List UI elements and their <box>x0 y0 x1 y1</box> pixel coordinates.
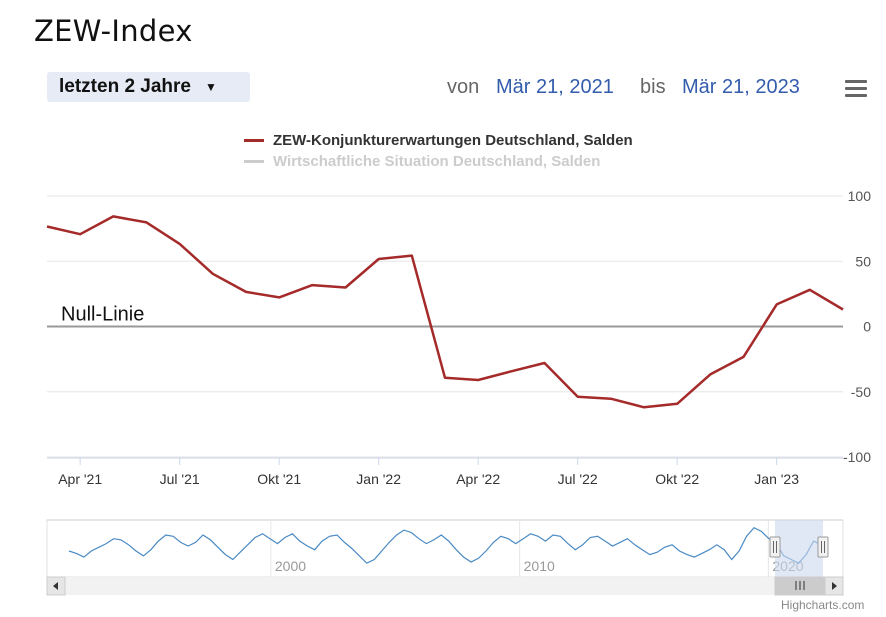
navigator-selection-mask[interactable] <box>775 520 823 577</box>
data-point[interactable] <box>177 241 183 247</box>
null-line-annotation: Null-Linie <box>61 304 144 326</box>
date-from-input[interactable]: Mär 21, 2021 <box>496 76 614 98</box>
y-tick-label: 0 <box>863 319 871 335</box>
x-tick-label: Jan '22 <box>356 471 401 487</box>
data-point[interactable] <box>575 394 581 400</box>
legend-label-series-2: Wirtschaftliche Situation Deutschland, S… <box>273 153 601 170</box>
x-tick-label: Jul '22 <box>558 471 598 487</box>
navigator-tick-label: 2010 <box>524 558 555 574</box>
data-point[interactable] <box>276 294 282 300</box>
data-point[interactable] <box>376 256 382 262</box>
legend-swatch-icon <box>244 160 264 163</box>
data-point[interactable] <box>110 213 116 219</box>
data-point[interactable] <box>508 368 514 374</box>
y-tick-label: -50 <box>851 384 871 400</box>
arrow-left-icon <box>53 582 58 590</box>
date-to-input[interactable]: Mär 21, 2023 <box>682 76 800 98</box>
series-line-zew-expectations[interactable] <box>46 215 844 409</box>
x-tick-label: Okt '21 <box>257 471 301 487</box>
data-point[interactable] <box>343 284 349 290</box>
data-point[interactable] <box>707 371 713 377</box>
data-point[interactable] <box>144 219 150 225</box>
legend-item-series-1[interactable]: ZEW-Konjunkturerwartungen Deutschland, S… <box>244 132 633 149</box>
data-point[interactable] <box>608 396 614 402</box>
data-point[interactable] <box>409 253 415 259</box>
y-tick-label: 100 <box>848 188 872 204</box>
legend-swatch-icon <box>244 139 264 142</box>
hamburger-menu-icon[interactable] <box>845 80 867 98</box>
date-from-label: von <box>447 76 480 98</box>
data-point[interactable] <box>741 354 747 360</box>
caret-down-icon: ▼ <box>205 80 217 94</box>
data-point[interactable] <box>807 287 813 293</box>
data-point[interactable] <box>77 231 83 237</box>
x-tick-label: Okt '22 <box>655 471 699 487</box>
x-tick-label: Apr '21 <box>58 471 102 487</box>
range-selector-label: letzten 2 Jahre <box>59 76 191 97</box>
x-tick-label: Apr '22 <box>456 471 500 487</box>
data-point[interactable] <box>641 404 647 410</box>
x-tick-label: Jan '23 <box>754 471 799 487</box>
data-point[interactable] <box>243 289 249 295</box>
data-point[interactable] <box>442 375 448 381</box>
date-to-label: bis <box>640 76 666 98</box>
navigator-tick-label: 2000 <box>275 558 306 574</box>
page-title: ZEW-Index <box>34 14 193 48</box>
data-point[interactable] <box>542 360 548 366</box>
scrollbar-track[interactable] <box>47 577 843 595</box>
arrow-right-icon <box>832 582 837 590</box>
navigator-series-line <box>68 526 822 564</box>
navigator-handle[interactable] <box>817 536 829 558</box>
data-point[interactable] <box>44 224 50 230</box>
data-point[interactable] <box>774 301 780 307</box>
y-tick-label: -100 <box>843 449 871 465</box>
data-point[interactable] <box>309 282 315 288</box>
y-tick-label: 50 <box>855 253 871 269</box>
data-point[interactable] <box>210 271 216 277</box>
legend-label-series-1: ZEW-Konjunkturerwartungen Deutschland, S… <box>273 132 633 149</box>
navigator-background[interactable] <box>46 519 844 578</box>
data-point[interactable] <box>674 401 680 407</box>
data-point[interactable] <box>475 377 481 383</box>
legend-item-series-2[interactable]: Wirtschaftliche Situation Deutschland, S… <box>244 153 600 170</box>
navigator-handle[interactable] <box>769 536 781 558</box>
x-tick-label: Jul '21 <box>160 471 200 487</box>
range-selector-dropdown[interactable]: letzten 2 Jahre ▼ <box>47 72 250 102</box>
data-point[interactable] <box>840 307 846 313</box>
credits-link[interactable]: Highcharts.com <box>781 598 865 612</box>
